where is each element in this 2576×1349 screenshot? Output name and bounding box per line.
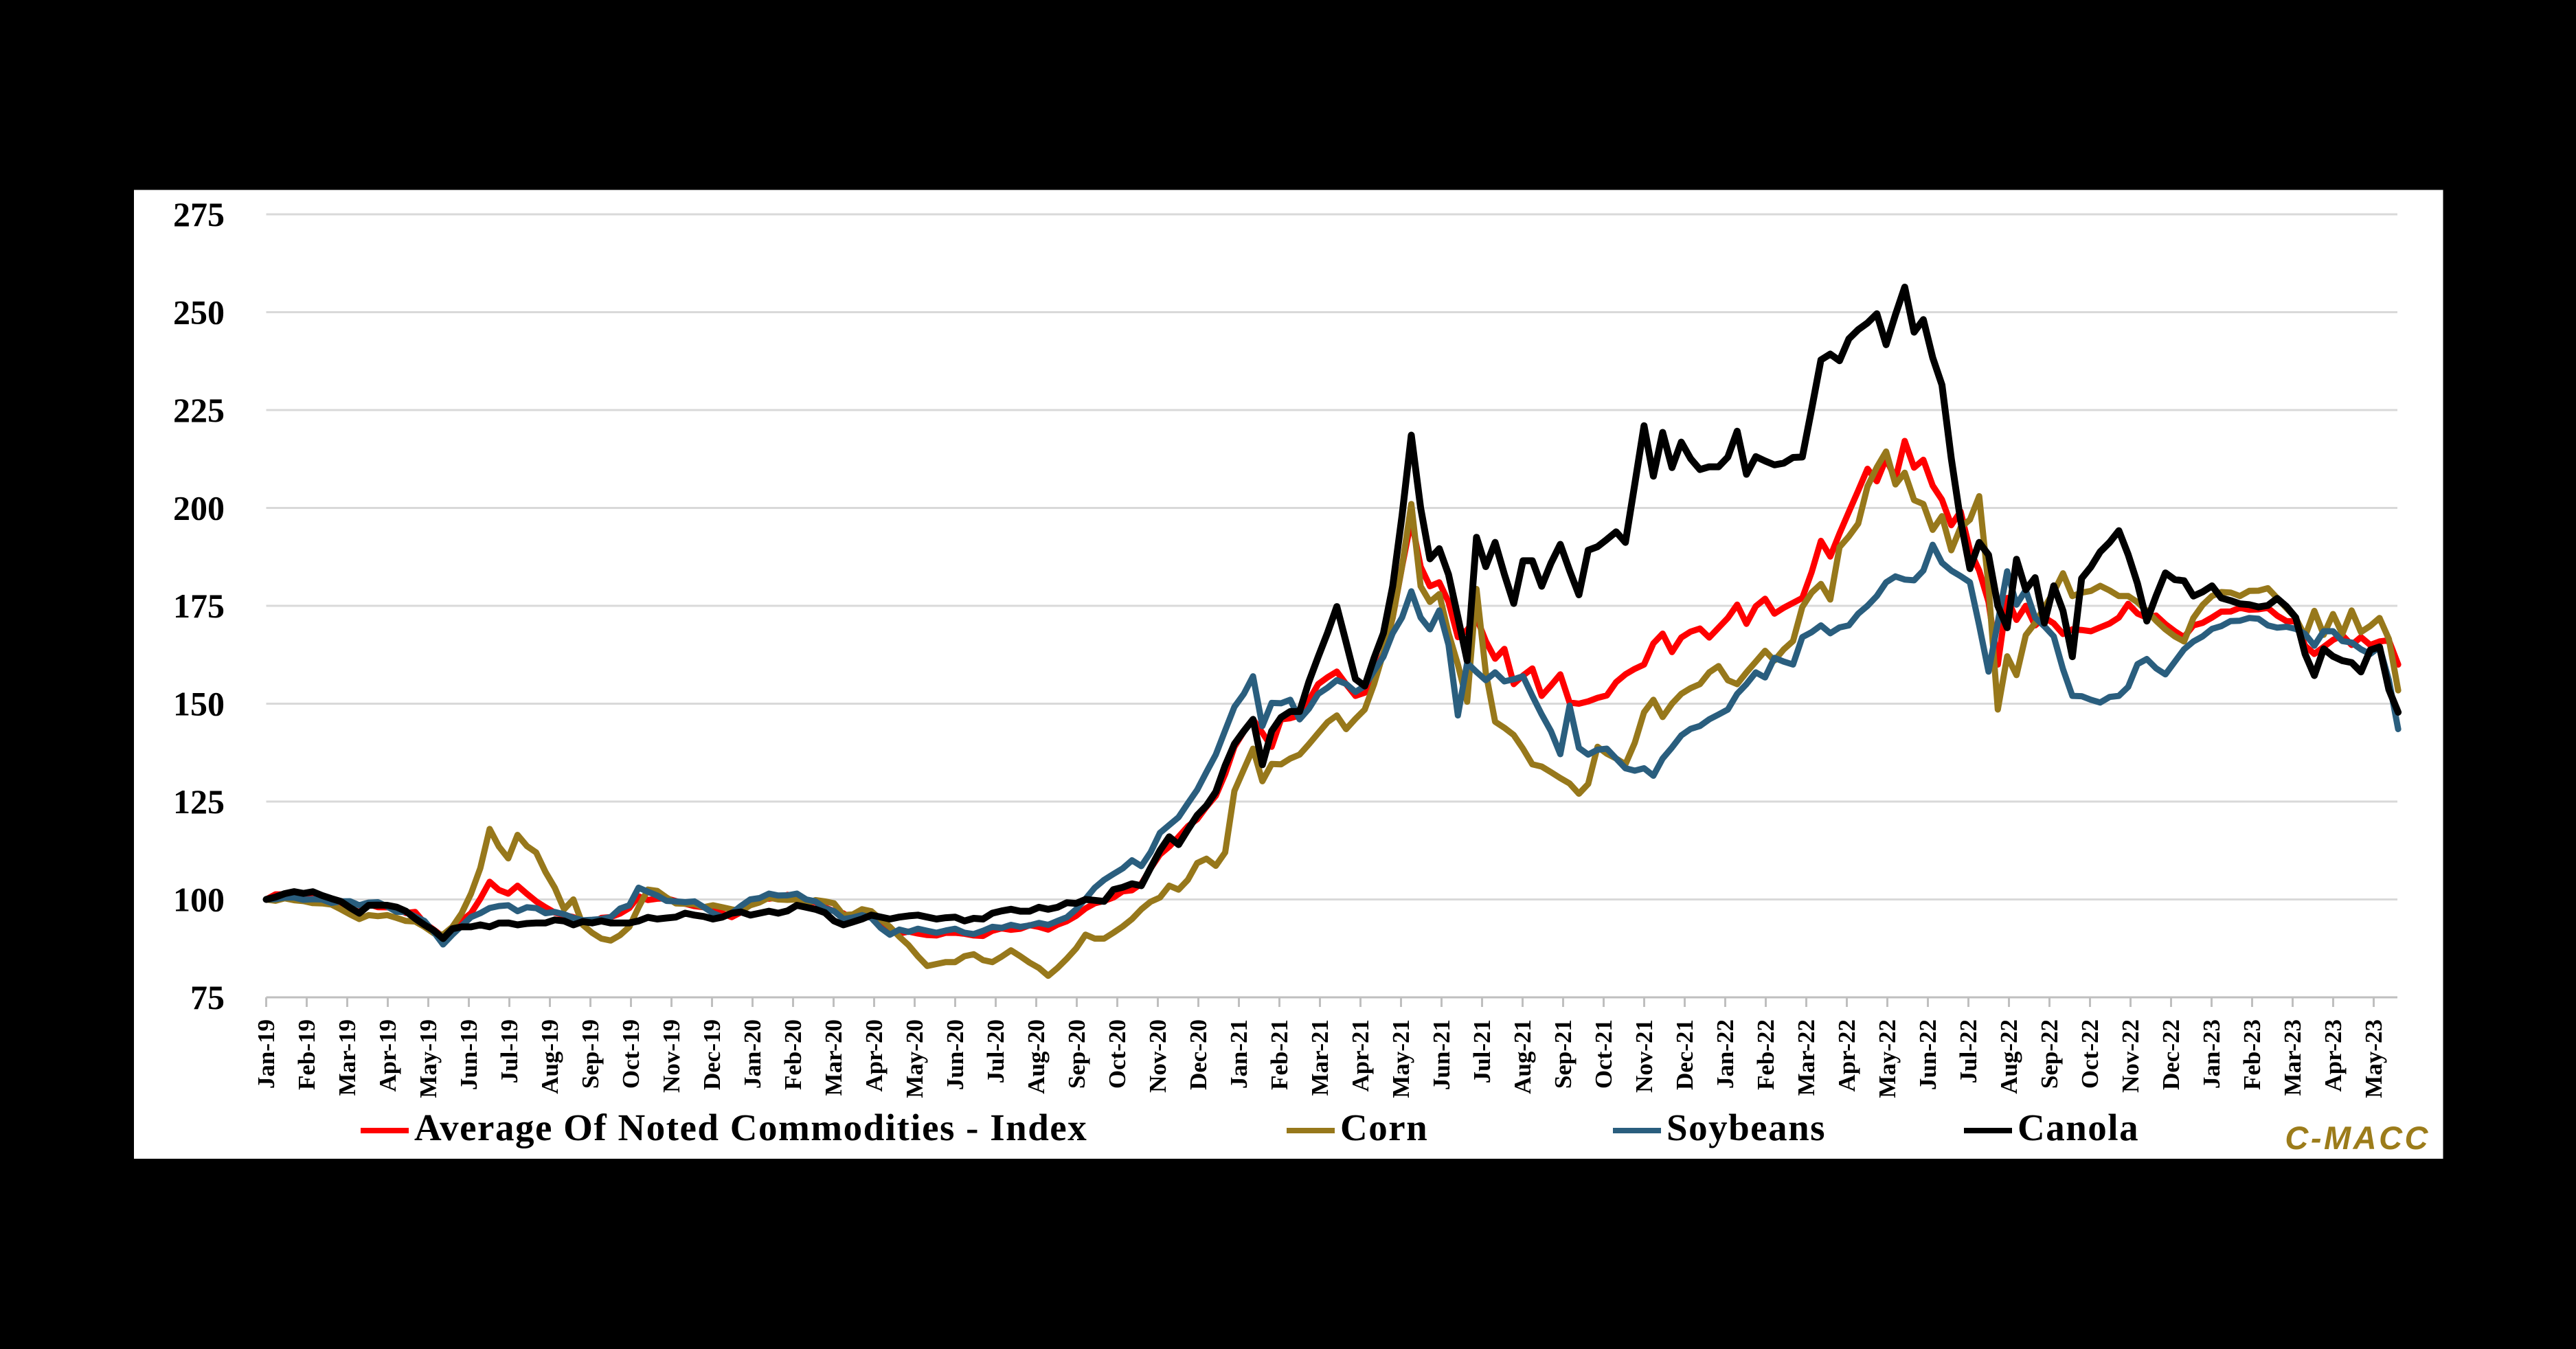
svg-text:Feb-20: Feb-20 (780, 1019, 806, 1090)
svg-text:75: 75 (190, 978, 225, 1017)
svg-text:Aug-21: Aug-21 (1509, 1019, 1536, 1094)
svg-text:Apr-23: Apr-23 (2320, 1019, 2347, 1092)
svg-text:Dec-22: Dec-22 (2158, 1019, 2184, 1090)
svg-text:Aug-19: Aug-19 (536, 1019, 563, 1094)
svg-text:Dec-21: Dec-21 (1671, 1019, 1698, 1090)
svg-text:100: 100 (173, 881, 225, 919)
svg-text:May-21: May-21 (1388, 1019, 1414, 1098)
svg-text:Canola: Canola (2018, 1107, 2139, 1148)
svg-text:225: 225 (173, 391, 225, 429)
svg-text:Jan-22: Jan-22 (1712, 1019, 1739, 1089)
svg-text:C-MACC: C-MACC (2285, 1120, 2430, 1156)
svg-text:Oct-19: Oct-19 (618, 1019, 644, 1089)
svg-text:Jun-20: Jun-20 (942, 1019, 969, 1090)
svg-text:175: 175 (173, 587, 225, 625)
svg-text:Oct-20: Oct-20 (1104, 1019, 1131, 1089)
svg-text:Apr-22: Apr-22 (1833, 1019, 1860, 1092)
svg-text:Nov-19: Nov-19 (658, 1019, 685, 1093)
svg-text:150: 150 (173, 685, 225, 723)
svg-text:Jun-22: Jun-22 (1914, 1019, 1941, 1090)
svg-text:200: 200 (173, 489, 225, 528)
svg-text:Feb-22: Feb-22 (1752, 1019, 1779, 1090)
svg-text:Jun-21: Jun-21 (1428, 1019, 1455, 1090)
svg-text:May-23: May-23 (2360, 1019, 2387, 1098)
svg-text:Mar-22: Mar-22 (1793, 1019, 1820, 1096)
svg-text:Corn: Corn (1340, 1107, 1428, 1148)
svg-text:Jan-21: Jan-21 (1225, 1019, 1252, 1089)
svg-text:125: 125 (173, 782, 225, 821)
svg-text:Jul-19: Jul-19 (496, 1019, 523, 1083)
svg-text:Sep-19: Sep-19 (577, 1019, 604, 1089)
svg-text:Jun-19: Jun-19 (455, 1019, 482, 1090)
svg-text:Feb-21: Feb-21 (1266, 1019, 1293, 1090)
svg-text:Jul-21: Jul-21 (1469, 1019, 1495, 1083)
svg-text:Oct-22: Oct-22 (2077, 1019, 2103, 1089)
svg-text:Soybeans: Soybeans (1667, 1107, 1826, 1148)
svg-text:Jul-20: Jul-20 (982, 1019, 1009, 1083)
svg-text:250: 250 (173, 293, 225, 332)
svg-text:Nov-21: Nov-21 (1631, 1019, 1658, 1093)
svg-text:Apr-21: Apr-21 (1347, 1019, 1374, 1092)
svg-text:Apr-20: Apr-20 (861, 1019, 888, 1092)
svg-text:Average Of Noted Commodities -: Average Of Noted Commodities - Index (414, 1107, 1087, 1148)
svg-text:Sep-20: Sep-20 (1063, 1019, 1090, 1089)
svg-text:Sep-21: Sep-21 (1550, 1019, 1577, 1089)
svg-text:Mar-19: Mar-19 (334, 1019, 361, 1096)
svg-text:Dec-20: Dec-20 (1185, 1019, 1212, 1090)
svg-text:Jan-19: Jan-19 (253, 1019, 280, 1089)
svg-text:May-19: May-19 (415, 1019, 442, 1098)
svg-text:May-22: May-22 (1874, 1019, 1901, 1098)
svg-text:Mar-21: Mar-21 (1307, 1019, 1333, 1096)
svg-text:Jan-20: Jan-20 (739, 1019, 766, 1089)
svg-text:Feb-23: Feb-23 (2239, 1019, 2266, 1090)
svg-text:Mar-20: Mar-20 (820, 1019, 847, 1096)
svg-text:Nov-22: Nov-22 (2117, 1019, 2144, 1093)
svg-text:Nov-20: Nov-20 (1144, 1019, 1171, 1093)
svg-text:Aug-20: Aug-20 (1023, 1019, 1050, 1094)
svg-text:Jul-22: Jul-22 (1955, 1019, 1982, 1083)
svg-text:Sep-22: Sep-22 (2036, 1019, 2063, 1089)
svg-text:Jan-23: Jan-23 (2198, 1019, 2225, 1089)
svg-text:Dec-19: Dec-19 (699, 1019, 725, 1090)
svg-text:May-20: May-20 (901, 1019, 928, 1098)
svg-text:Apr-19: Apr-19 (374, 1019, 401, 1092)
svg-text:Feb-19: Feb-19 (293, 1019, 320, 1090)
svg-text:275: 275 (173, 195, 225, 234)
svg-text:Aug-22: Aug-22 (1996, 1019, 2022, 1094)
svg-text:Mar-23: Mar-23 (2279, 1019, 2306, 1096)
svg-text:Oct-21: Oct-21 (1590, 1019, 1617, 1089)
